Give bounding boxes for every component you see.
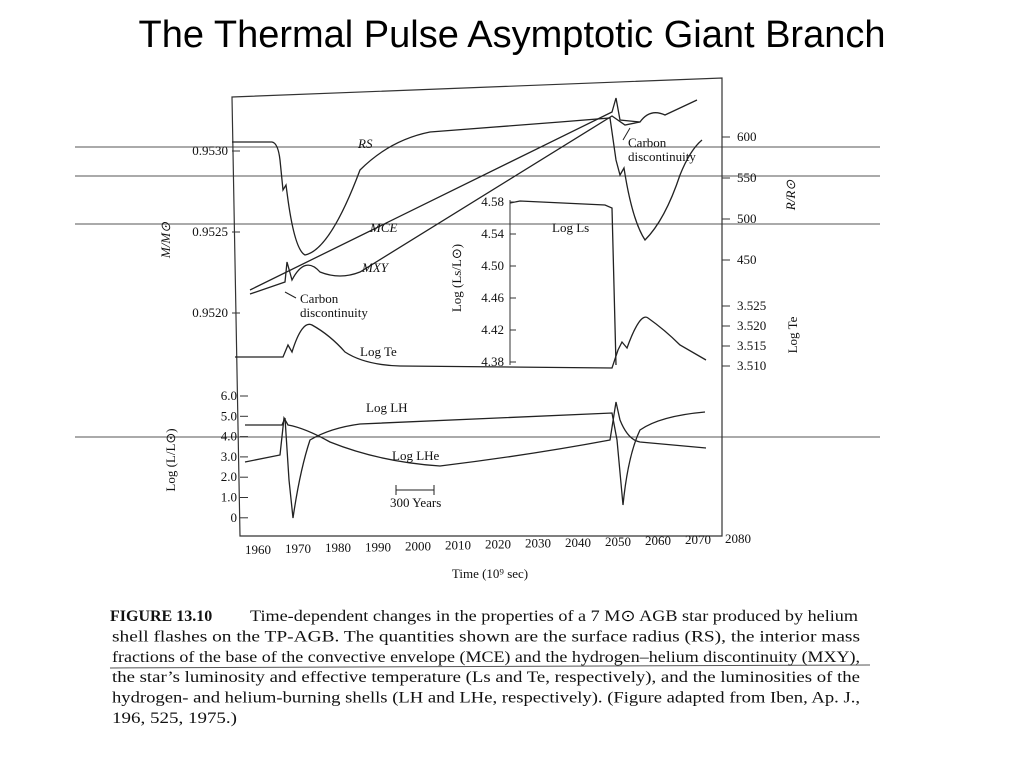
x-tick-label: 1990 xyxy=(365,539,391,554)
tick-label: 4.42 xyxy=(481,322,504,337)
x-tick-label: 1970 xyxy=(285,541,311,556)
rs-curve xyxy=(232,117,703,256)
x-tick-label: 1960 xyxy=(245,542,271,557)
tick-label: 4.58 xyxy=(481,194,504,209)
ls-curve xyxy=(509,200,617,366)
pointer xyxy=(284,291,297,299)
tick-label: 6.0 xyxy=(221,388,237,403)
tick-label: 3.515 xyxy=(737,338,766,353)
tick-label: 4.38 xyxy=(481,354,504,369)
tick-label: 2.0 xyxy=(221,469,237,484)
x-tick-label: 2030 xyxy=(525,536,551,551)
caption-line: fractions of the base of the convective … xyxy=(112,649,860,666)
tick-label: 4.0 xyxy=(221,429,237,444)
x-tick-label: 2050 xyxy=(605,534,631,549)
x-tick-label: 2010 xyxy=(445,538,471,553)
slide-title: The Thermal Pulse Asymptotic Giant Branc… xyxy=(138,14,886,56)
tick-label: 4.46 xyxy=(481,290,504,305)
tick-label: 550 xyxy=(737,170,757,185)
tick-label: 5.0 xyxy=(221,408,237,423)
tick-label: 0.9525 xyxy=(192,224,228,239)
x-tick-label: 2040 xyxy=(565,535,591,550)
caption-line: the star’s luminosity and effective temp… xyxy=(112,669,860,686)
mce-curve xyxy=(249,97,698,291)
curve-label: Log LHe xyxy=(392,448,440,463)
annotation: discontinuity xyxy=(628,149,696,164)
lh-curve xyxy=(245,411,706,519)
tick-label: 3.525 xyxy=(737,298,766,313)
curve-label: RS xyxy=(357,136,373,151)
tick-label: 450 xyxy=(737,252,757,267)
annotation: Carbon xyxy=(628,135,667,150)
plot-frame xyxy=(231,77,723,537)
lhe-curve xyxy=(244,401,707,467)
tick-label: 3.0 xyxy=(221,449,237,464)
caption-label: FIGURE 13.10 xyxy=(110,608,212,625)
x-tick-label: 2070 xyxy=(685,532,711,547)
scan-lines xyxy=(75,146,880,669)
tick-label: 0 xyxy=(231,510,238,525)
x-tick-label: 2020 xyxy=(485,537,511,552)
annotation: Carbon xyxy=(300,291,339,306)
axis-label: Log (Ls/L⊙) xyxy=(449,244,464,312)
pointer xyxy=(622,127,631,141)
tick-label: 0.9530 xyxy=(192,143,228,158)
tick-label: 4.54 xyxy=(481,226,504,241)
caption-line: Time-dependent changes in the properties… xyxy=(250,608,859,625)
axis-label: M/M⊙ xyxy=(158,222,173,259)
scale-bar xyxy=(395,485,435,495)
curve-label: MXY xyxy=(361,260,390,275)
curve-label: Log Te xyxy=(360,344,397,359)
annotation: discontinuity xyxy=(300,305,368,320)
tick-label: 3.520 xyxy=(737,318,766,333)
tick-label: 3.510 xyxy=(737,358,766,373)
axis-label: Log Te xyxy=(785,316,800,353)
mxy-curve xyxy=(249,115,641,295)
caption-line: hydrogen- and helium-burning shells (LH … xyxy=(112,690,860,707)
axis-label: Time (10⁹ sec) xyxy=(452,566,528,581)
x-tick-label: 2060 xyxy=(645,533,671,548)
axis-label: Log (L/L⊙) xyxy=(163,428,178,491)
curve-label: MCE xyxy=(369,220,398,235)
x-tick-label: 1980 xyxy=(325,540,351,555)
te-curve xyxy=(235,316,707,369)
axis-label: R/R⊙ xyxy=(783,180,798,211)
curve-label: Log LH xyxy=(366,400,408,415)
x-tick-label: 2000 xyxy=(405,538,431,553)
tick-label: 500 xyxy=(737,211,757,226)
caption-line: 196, 525, 1975.) xyxy=(112,710,237,727)
caption-line: shell flashes on the TP-AGB. The quantit… xyxy=(112,628,860,645)
tick-label: 600 xyxy=(737,129,757,144)
tick-label: 0.9520 xyxy=(192,305,228,320)
curve-label: Log Ls xyxy=(552,220,589,235)
tick-label: 1.0 xyxy=(221,490,237,505)
tick-label: 4.50 xyxy=(481,258,504,273)
annotation: 300 Years xyxy=(390,495,441,510)
x-tick-label: 2080 xyxy=(725,531,751,546)
